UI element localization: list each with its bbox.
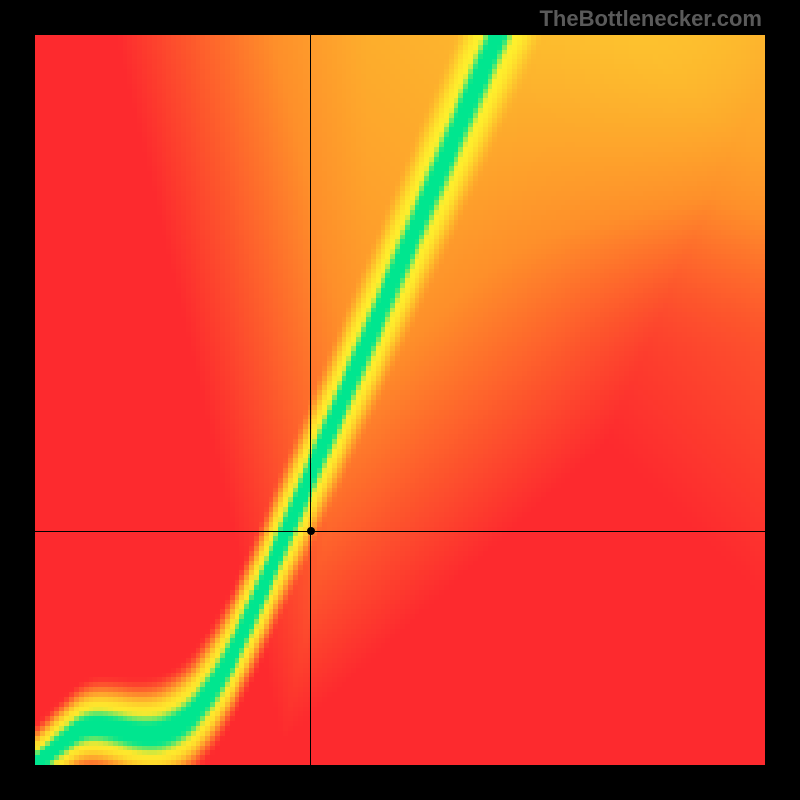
bottleneck-heatmap	[35, 35, 765, 765]
watermark-text: TheBottlenecker.com	[539, 6, 762, 32]
crosshair-vertical	[310, 35, 311, 765]
chart-container: TheBottlenecker.com	[0, 0, 800, 800]
crosshair-horizontal	[35, 531, 765, 532]
